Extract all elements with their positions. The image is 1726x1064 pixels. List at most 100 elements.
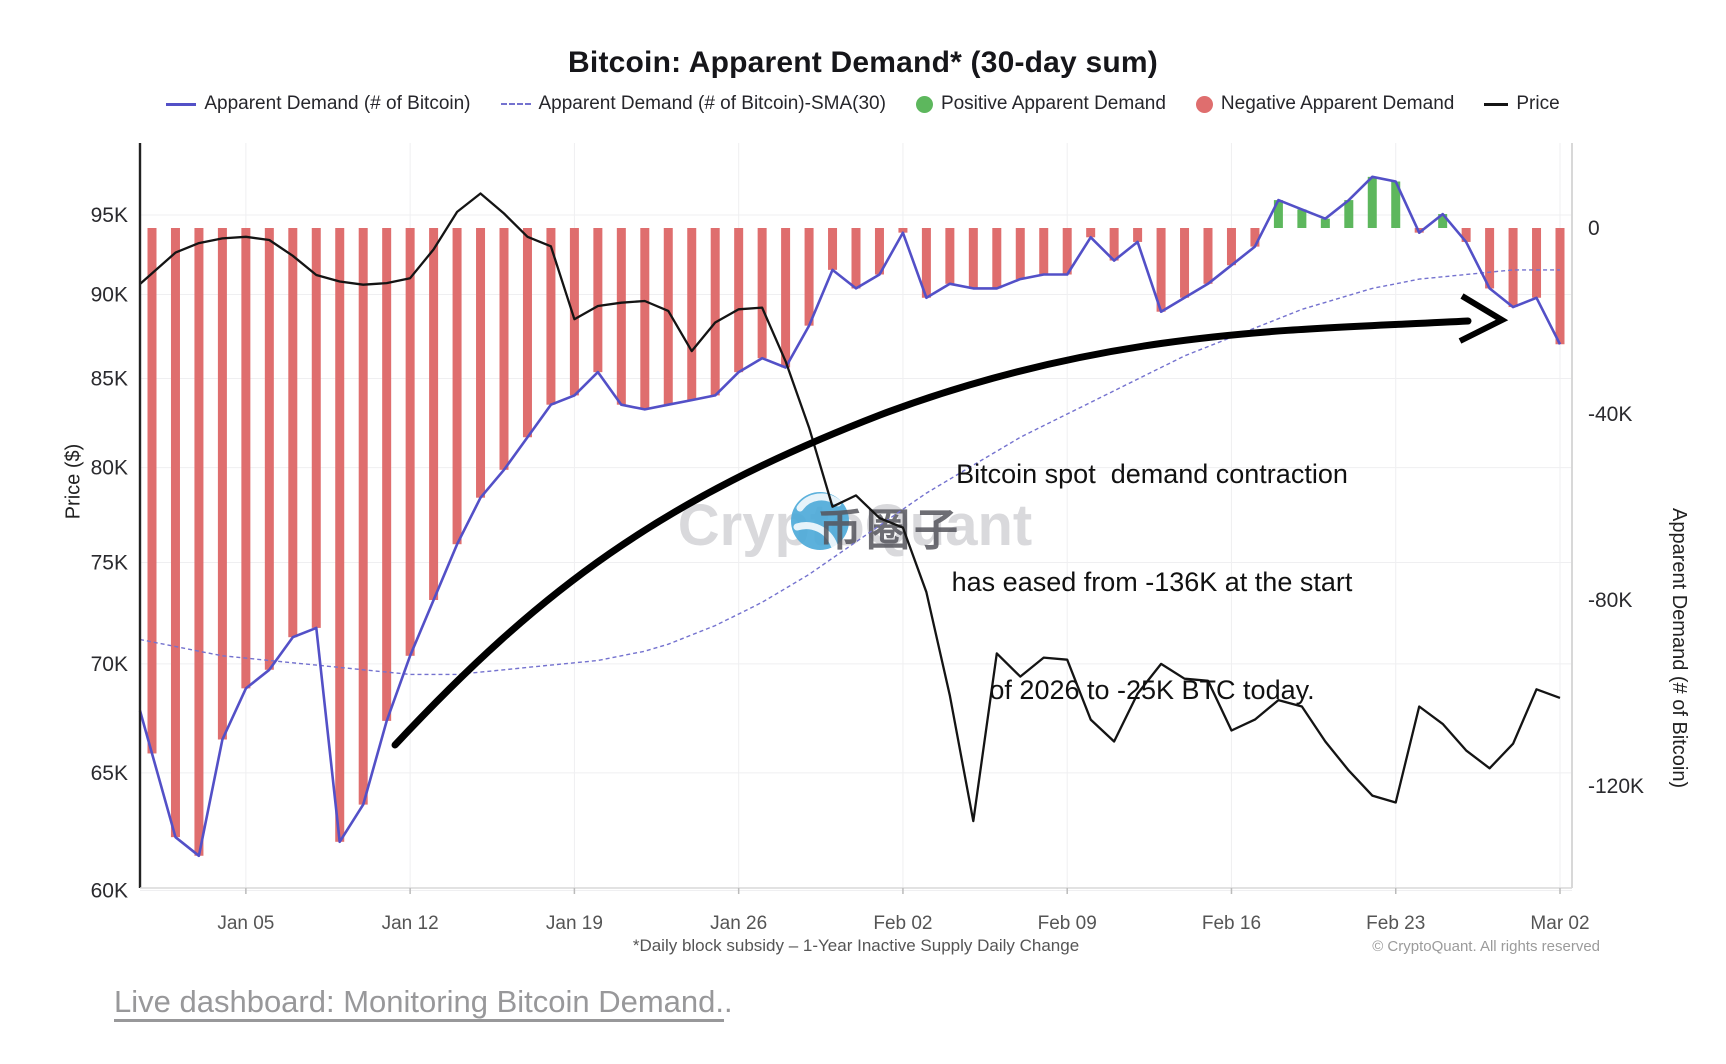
negative-demand-bar bbox=[382, 228, 392, 721]
negative-demand-bar bbox=[687, 228, 697, 401]
price-tick-label: 70K bbox=[91, 653, 128, 676]
x-tick-label: Feb 09 bbox=[1038, 913, 1097, 934]
negative-demand-bar bbox=[968, 228, 978, 289]
negative-demand-bar bbox=[147, 228, 157, 754]
x-tick-label: Feb 02 bbox=[873, 913, 932, 934]
live-dashboard-link[interactable]: Live dashboard: Monitoring Bitcoin Deman… bbox=[114, 984, 733, 1020]
legend-item-negative-demand[interactable]: Negative Apparent Demand bbox=[1195, 93, 1455, 115]
negative-demand-bar bbox=[499, 228, 509, 470]
x-tick-label: Mar 02 bbox=[1530, 913, 1589, 934]
legend-label: Apparent Demand (# of Bitcoin) bbox=[204, 93, 471, 114]
negative-demand-bar bbox=[1133, 228, 1143, 242]
green-dot-icon bbox=[915, 95, 933, 113]
negative-demand-bar bbox=[452, 228, 462, 545]
negative-demand-bar bbox=[1555, 228, 1565, 345]
trend-arrow-head bbox=[1458, 293, 1509, 344]
annotation-line: has eased from -136K at the start bbox=[951, 567, 1353, 597]
negative-demand-bar bbox=[1180, 228, 1190, 298]
watermark-swirl-icon bbox=[793, 493, 842, 549]
watermark-brand-text: CryptoQuant bbox=[678, 493, 1032, 558]
legend-label: Positive Apparent Demand bbox=[940, 93, 1166, 114]
legend-label: Negative Apparent Demand bbox=[1220, 93, 1455, 114]
legend-item-positive-demand[interactable]: Positive Apparent Demand bbox=[915, 93, 1166, 115]
demand-tick-label: -80K bbox=[1588, 589, 1632, 612]
negative-demand-bar bbox=[898, 228, 908, 233]
demand-tick-label: 0 bbox=[1588, 217, 1600, 240]
copyright-text: © CryptoQuant. All rights reserved bbox=[1372, 938, 1600, 955]
black-line-swatch-icon bbox=[1484, 102, 1509, 106]
legend-item-sma30[interactable]: Apparent Demand (# of Bitcoin)-SMA(30) bbox=[500, 93, 886, 115]
positive-demand-bar bbox=[1273, 200, 1283, 228]
positive-demand-bar bbox=[1297, 209, 1307, 228]
negative-demand-bar bbox=[992, 228, 1002, 289]
price-tick-label: 90K bbox=[91, 283, 128, 306]
positive-demand-bar bbox=[1320, 218, 1330, 228]
negative-demand-bar bbox=[1015, 228, 1025, 280]
chart-annotation-text: Bitcoin spot demand contraction has ease… bbox=[928, 384, 1376, 780]
demand-tick-label: -120K bbox=[1588, 775, 1644, 798]
negative-demand-bar bbox=[194, 228, 204, 856]
y-axis-title-demand: Apparent Demand (# of Bitcoin) bbox=[1668, 508, 1690, 789]
positive-demand-bar bbox=[1344, 200, 1354, 228]
negative-demand-bar bbox=[640, 228, 650, 410]
demand-tick-label: -40K bbox=[1588, 403, 1632, 426]
negative-demand-bar bbox=[616, 228, 626, 405]
negative-demand-bar bbox=[1461, 228, 1471, 242]
negative-demand-bar bbox=[1039, 228, 1049, 275]
page-title: Bitcoin: Apparent Demand* (30-day sum) bbox=[568, 46, 1158, 79]
negative-demand-bar bbox=[1508, 228, 1518, 308]
negative-demand-bar bbox=[288, 228, 298, 638]
apparent-demand-line bbox=[138, 175, 1562, 858]
positive-demand-bar bbox=[1367, 176, 1377, 228]
negative-demand-bar bbox=[874, 228, 884, 275]
negative-demand-bar bbox=[1156, 228, 1166, 312]
negative-demand-bar bbox=[1109, 228, 1119, 261]
negative-demand-bar bbox=[1203, 228, 1213, 284]
x-tick-label: Jan 26 bbox=[710, 913, 767, 934]
legend-item-price[interactable]: Price bbox=[1484, 93, 1560, 115]
negative-demand-bar bbox=[476, 228, 486, 498]
y-axis-title-price: Price ($) bbox=[62, 443, 85, 520]
price-tick-label: 85K bbox=[91, 368, 128, 391]
negative-demand-bar bbox=[828, 228, 838, 270]
line-swatch-icon bbox=[166, 102, 197, 106]
legend-label: Apparent Demand (# of Bitcoin)-SMA(30) bbox=[538, 93, 886, 114]
link-suffix: . bbox=[724, 984, 733, 1019]
price-tick-label: 75K bbox=[91, 551, 128, 574]
negative-demand-bar bbox=[569, 228, 579, 396]
negative-demand-bar bbox=[851, 228, 861, 289]
price-tick-label: 65K bbox=[91, 762, 128, 785]
negative-demand-bar bbox=[921, 228, 931, 298]
negative-demand-bar bbox=[241, 228, 251, 689]
negative-demand-bar bbox=[781, 228, 791, 368]
chart-footnote: *Daily block subsidy – 1-Year Inactive S… bbox=[632, 936, 1080, 955]
negative-demand-bar bbox=[429, 228, 439, 600]
x-tick-label: Feb 16 bbox=[1202, 913, 1261, 934]
negative-demand-bar bbox=[710, 228, 720, 396]
negative-demand-bar bbox=[335, 228, 345, 842]
negative-demand-bar bbox=[1226, 228, 1236, 266]
negative-demand-bar bbox=[311, 228, 321, 628]
x-tick-label: Jan 05 bbox=[217, 913, 274, 934]
annotation-line: of 2026 to -25K BTC today. bbox=[989, 675, 1315, 705]
live-dashboard-link-text: Live dashboard: Monitoring Bitcoin Deman… bbox=[114, 984, 725, 1019]
legend-item-apparent-demand[interactable]: Apparent Demand (# of Bitcoin) bbox=[166, 93, 471, 115]
watermark-cjk-text: 币圈子 bbox=[818, 506, 962, 555]
price-tick-label: 60K bbox=[91, 880, 128, 903]
negative-demand-bar bbox=[264, 228, 274, 670]
negative-demand-bar bbox=[1062, 228, 1072, 275]
legend-label: Price bbox=[1516, 93, 1560, 114]
negative-demand-bar bbox=[170, 228, 180, 838]
annotation-line: Bitcoin spot demand contraction bbox=[956, 459, 1348, 489]
red-dot-icon bbox=[1195, 95, 1213, 113]
price-line bbox=[139, 192, 1561, 823]
trend-arrow bbox=[391, 317, 1472, 749]
negative-demand-bar bbox=[217, 228, 227, 740]
negative-demand-bar bbox=[757, 228, 767, 359]
x-tick-label: Jan 12 bbox=[382, 913, 439, 934]
price-tick-label: 80K bbox=[91, 457, 128, 480]
negative-demand-bar bbox=[804, 228, 814, 326]
x-tick-label: Jan 19 bbox=[546, 913, 603, 934]
